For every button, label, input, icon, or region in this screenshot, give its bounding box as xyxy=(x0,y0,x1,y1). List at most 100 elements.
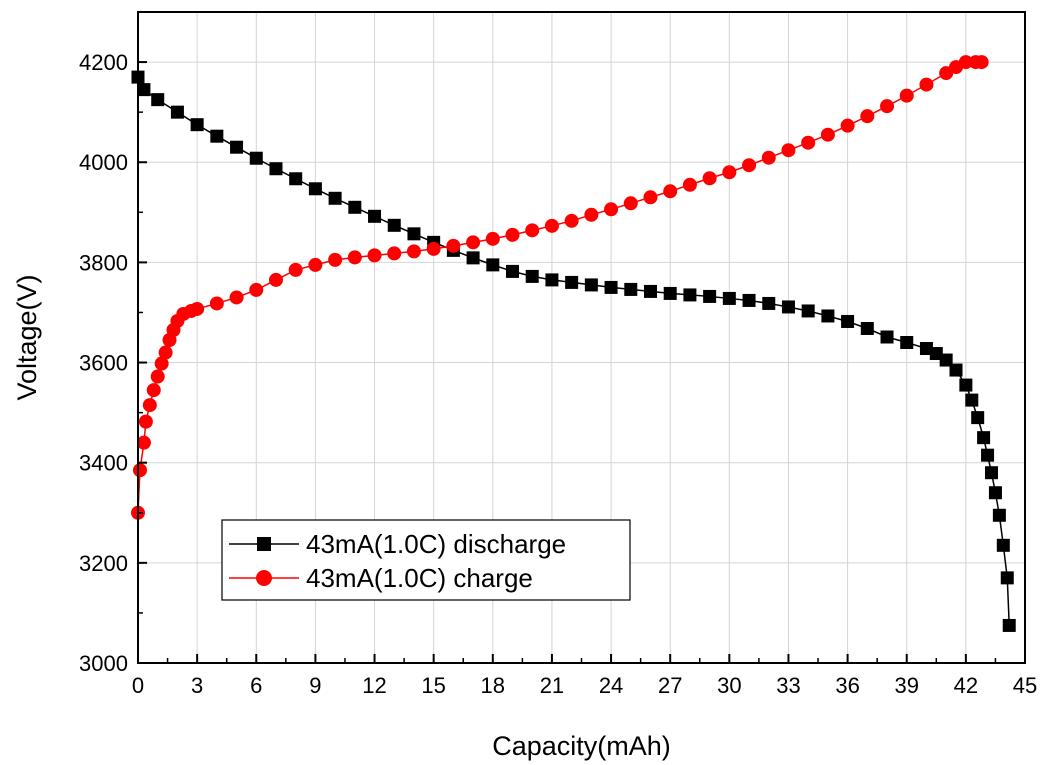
data-point-circle xyxy=(623,196,638,211)
x-tick-label: 0 xyxy=(132,673,144,698)
data-point-square xyxy=(643,284,657,298)
data-point-square xyxy=(722,291,736,305)
data-point-square xyxy=(210,129,224,143)
data-point-circle xyxy=(584,207,599,222)
data-point-square xyxy=(151,93,165,107)
data-point-square xyxy=(249,151,263,165)
x-tick-label: 9 xyxy=(309,673,321,698)
x-tick-label: 18 xyxy=(481,673,505,698)
legend-entry-charge: 43mA(1.0C) charge xyxy=(229,563,533,593)
data-point-circle xyxy=(899,88,914,103)
data-point-circle xyxy=(761,150,776,165)
x-tick-label: 36 xyxy=(835,673,859,698)
data-point-square xyxy=(624,282,638,296)
data-point-square xyxy=(137,83,151,97)
data-point-square xyxy=(959,378,973,392)
data-point-square xyxy=(466,251,480,265)
data-point-square xyxy=(190,118,204,132)
data-point-circle xyxy=(308,257,323,272)
data-point-square xyxy=(368,209,382,223)
y-tick-label: 3000 xyxy=(79,651,128,676)
data-point-circle xyxy=(150,369,165,384)
data-point-square xyxy=(663,286,677,300)
data-point-circle xyxy=(682,177,697,192)
data-point-square xyxy=(919,342,933,356)
x-tick-label: 21 xyxy=(540,673,564,698)
data-point-circle xyxy=(158,345,173,360)
data-point-square xyxy=(821,309,835,323)
data-point-square xyxy=(269,162,283,176)
x-tick-label: 24 xyxy=(599,673,623,698)
data-point-circle xyxy=(722,165,737,180)
data-point-square xyxy=(742,293,756,307)
x-tick-label: 39 xyxy=(894,673,918,698)
data-point-circle xyxy=(919,77,934,92)
data-point-square xyxy=(308,182,322,196)
data-point-square xyxy=(801,304,815,318)
data-point-circle xyxy=(328,252,343,267)
x-tick-label: 33 xyxy=(776,673,800,698)
data-point-circle xyxy=(958,55,973,70)
data-point-square xyxy=(939,353,953,367)
data-point-square xyxy=(929,347,943,361)
data-point-circle xyxy=(347,250,362,265)
data-point-square xyxy=(841,314,855,328)
data-point-circle xyxy=(367,248,382,263)
data-point-circle xyxy=(880,99,895,114)
data-point-circle xyxy=(505,227,520,242)
data-point-square xyxy=(971,411,985,425)
data-point-square xyxy=(880,330,894,344)
data-point-square xyxy=(486,258,500,272)
grid-layer xyxy=(137,12,1026,663)
data-point-square xyxy=(565,275,579,289)
data-point-square xyxy=(584,278,598,292)
data-point-square xyxy=(762,296,776,310)
data-point-circle xyxy=(974,55,989,70)
data-point-circle xyxy=(288,262,303,277)
data-point-circle xyxy=(446,238,461,253)
x-tick-label: 15 xyxy=(421,673,445,698)
tick-label-layer: 0 3 6 9 12 15 18 21 24 27 30 33 36 39 42 45300032003400… xyxy=(79,50,1037,698)
y-tick-label: 3600 xyxy=(79,351,128,376)
legend: 43mA(1.0C) discharge 43mA(1.0C) charge xyxy=(221,519,631,601)
data-point-circle xyxy=(801,135,816,150)
data-point-circle xyxy=(840,118,855,133)
data-point-circle xyxy=(154,356,169,371)
data-point-circle xyxy=(426,241,441,256)
tick-layer xyxy=(137,61,1026,664)
y-tick-label: 3200 xyxy=(79,551,128,576)
data-point-square xyxy=(387,218,401,232)
data-point-square xyxy=(604,280,618,294)
data-point-square xyxy=(996,538,1010,552)
data-point-circle xyxy=(860,109,875,124)
legend-label-charge: 43mA(1.0C) charge xyxy=(306,563,533,593)
data-point-square xyxy=(965,393,979,407)
data-point-square xyxy=(348,200,362,214)
data-point-circle xyxy=(387,246,402,261)
data-point-circle xyxy=(209,296,224,311)
data-point-square xyxy=(977,431,991,445)
x-tick-label: 3 xyxy=(191,673,203,698)
data-point-square xyxy=(992,508,1006,522)
data-point-circle xyxy=(604,202,619,217)
data-point-circle xyxy=(406,244,421,259)
x-tick-label: 30 xyxy=(717,673,741,698)
data-point-square xyxy=(1000,571,1014,585)
data-point-square xyxy=(703,289,717,303)
data-point-circle xyxy=(742,158,757,173)
data-point-circle xyxy=(146,383,161,398)
data-point-circle xyxy=(702,171,717,186)
data-point-square xyxy=(860,321,874,335)
data-point-circle xyxy=(136,435,151,450)
data-point-square xyxy=(781,300,795,314)
data-point-circle xyxy=(544,218,559,233)
data-point-square xyxy=(289,172,303,186)
x-tick-label: 42 xyxy=(954,673,978,698)
data-point-square xyxy=(545,273,559,287)
series-discharge xyxy=(131,70,1016,632)
y-tick-label: 4200 xyxy=(79,50,128,75)
series-charge xyxy=(131,55,989,520)
legend-entry-discharge: 43mA(1.0C) discharge xyxy=(229,529,566,559)
data-point-circle xyxy=(564,213,579,228)
data-point-square xyxy=(683,288,697,302)
